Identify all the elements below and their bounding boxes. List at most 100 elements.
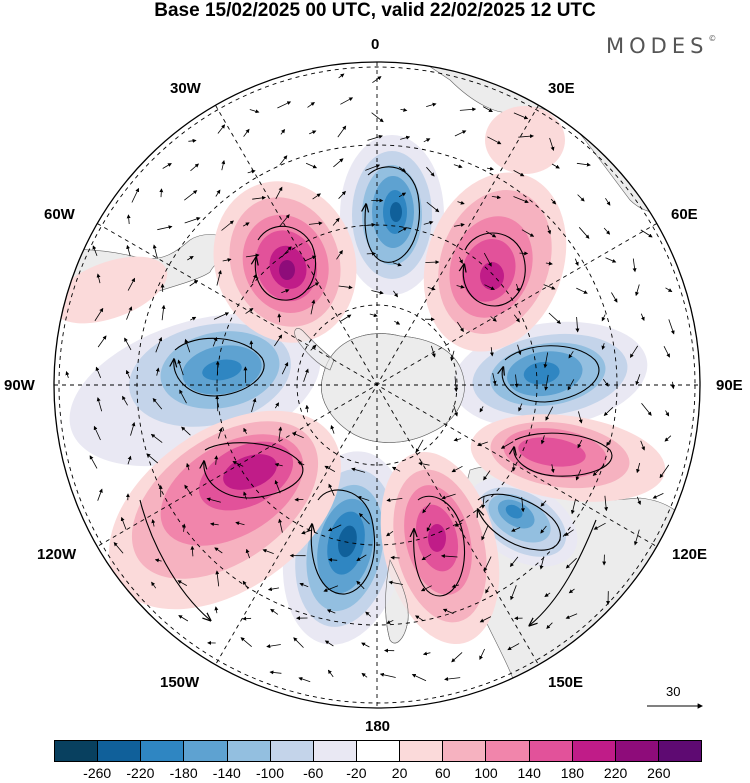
wind-arrow (451, 465, 463, 473)
wind-arrow (267, 587, 280, 592)
wind-arrow (564, 529, 574, 536)
wind-arrow (369, 313, 378, 318)
wind-arrow (517, 344, 522, 356)
wind-arrow (122, 395, 128, 406)
colorbar-tick-label: 20 (391, 765, 408, 781)
wind-arrow (187, 255, 194, 261)
wind-arrow (484, 284, 495, 290)
wind-arrow (459, 107, 477, 112)
wind-arrow (243, 128, 250, 137)
wind-arrow (184, 484, 193, 496)
wind-arrow (269, 670, 282, 675)
wind-arrow (400, 135, 411, 140)
colorbar-segment (55, 741, 99, 761)
wind-arrow (278, 214, 290, 227)
wind-arrow (252, 195, 266, 200)
wind-arrow (310, 299, 316, 315)
wind-arrow (632, 258, 637, 273)
wind-arrow (245, 308, 254, 314)
wind-arrow (324, 465, 336, 472)
wind-arrow (275, 186, 283, 200)
wind-arrow (161, 304, 166, 321)
modes-logo: MODES© (606, 34, 716, 58)
wind-arrow (422, 502, 431, 514)
wind-arrow (386, 619, 394, 624)
wind-arrow (301, 529, 313, 535)
wind-arrow (338, 190, 346, 199)
wind-arrow (152, 244, 158, 259)
wind-arrow (388, 580, 403, 585)
wind-arrow (190, 545, 195, 557)
wind-arrow (96, 273, 101, 284)
colorbar-tick-label: -260 (83, 765, 112, 781)
wind-arrow (550, 464, 555, 473)
colorbar-segment (270, 741, 314, 761)
wind-arrow (177, 580, 187, 586)
wind-arrow (179, 389, 187, 404)
wind-arrow (307, 102, 315, 108)
wind-arrow (551, 163, 560, 169)
wind-arrow (312, 193, 321, 200)
wind-arrow (540, 525, 547, 534)
wind-arrow (423, 138, 431, 143)
wind-arrow (186, 462, 190, 471)
wind-arrow (270, 608, 279, 615)
wind-arrow (601, 343, 606, 350)
wind-arrow (568, 588, 575, 594)
wind-arrow (280, 128, 286, 135)
wind-arrow (486, 166, 494, 171)
wind-arrow (278, 426, 283, 442)
wind-arrow (274, 462, 283, 467)
colorbar-tick-label: -140 (212, 765, 241, 781)
wind-arrow (392, 262, 402, 267)
wind-arrow (127, 277, 135, 291)
wind-arrow (415, 615, 424, 622)
wind-arrow (635, 284, 640, 297)
wind-arrow (243, 222, 250, 227)
wind-arrow (126, 214, 131, 225)
colorbar-segment (98, 741, 142, 761)
wind-arrow (130, 422, 136, 436)
lon-label-150e: 150E (548, 674, 584, 691)
wind-arrow (663, 346, 670, 358)
colorbar-segment (400, 741, 444, 761)
wind-arrow (603, 407, 614, 416)
wind-arrow (251, 397, 257, 413)
wind-arrow (546, 622, 553, 629)
wind-arrow (306, 282, 320, 291)
colorbar-tick-label: 140 (517, 765, 541, 781)
wind-arrow (426, 201, 440, 213)
wind-arrow (454, 130, 467, 137)
wind-arrow (442, 608, 454, 615)
lon-label-90w: 90W (4, 377, 35, 394)
wind-arrow (266, 644, 281, 649)
wind-arrow (520, 497, 525, 513)
positive-anomalies (54, 106, 666, 645)
wind-arrow (131, 187, 140, 203)
wind-arrow (181, 426, 191, 436)
wind-arrow (240, 637, 252, 648)
wind-arrow (297, 461, 305, 466)
lon-label-60e: 60E (671, 206, 698, 223)
wind-arrow (309, 130, 317, 135)
wind-arrow (327, 669, 334, 678)
colorbar-segment (356, 741, 401, 761)
wind-arrow (507, 643, 520, 651)
wind-arrow (565, 613, 578, 619)
wind-arrow (423, 220, 434, 225)
wind-arrow (277, 101, 292, 109)
wind-arrow (457, 200, 465, 205)
wind-arrow (324, 640, 334, 647)
wind-arrow (575, 469, 582, 481)
wind-arrow (458, 256, 463, 264)
wind-arrow (184, 217, 201, 224)
wind-arrow (441, 493, 456, 500)
brand-text: MODES (606, 34, 709, 58)
wind-arrow (379, 672, 396, 678)
cell-pink-far-west (54, 256, 168, 324)
wind-arrow (490, 316, 497, 322)
wind-arrow (640, 440, 645, 451)
wind-arrow (184, 190, 198, 201)
wind-arrow (155, 336, 163, 353)
wind-arrow (421, 553, 432, 561)
